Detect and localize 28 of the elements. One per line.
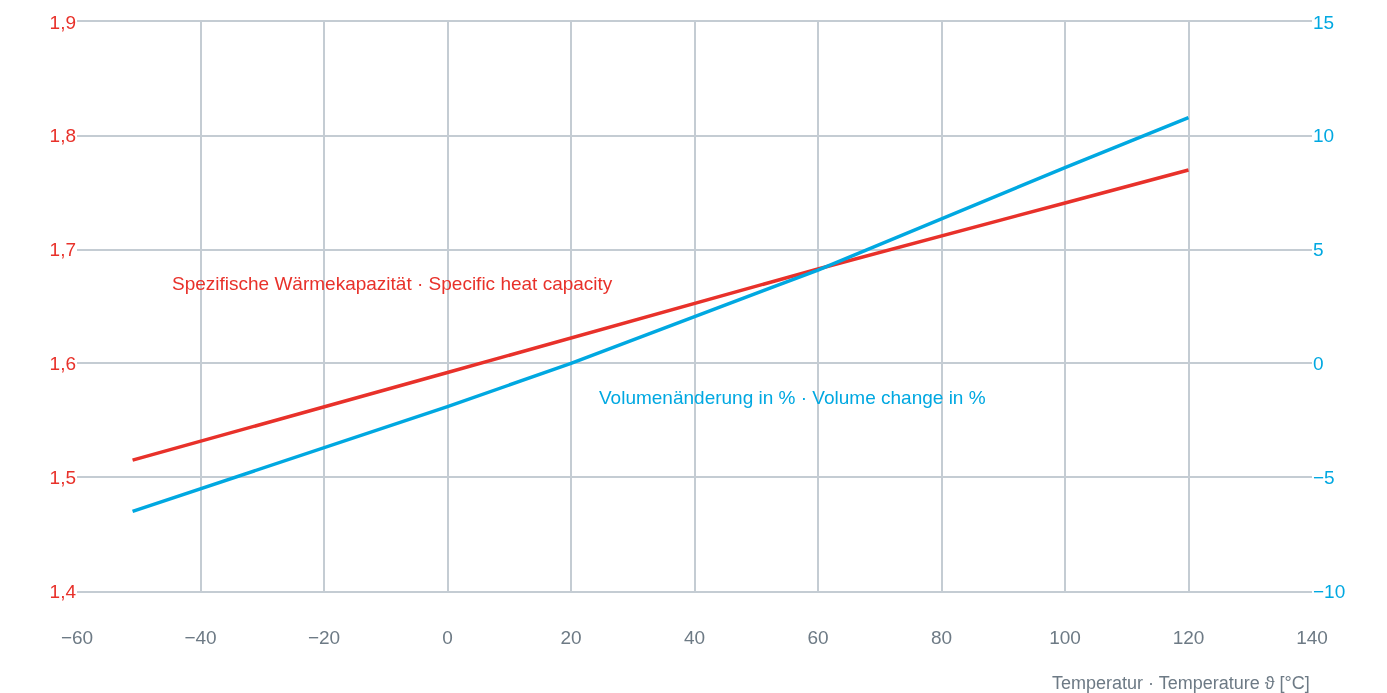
x-tick-label: 0 bbox=[442, 626, 453, 648]
y2-tick-label: 10 bbox=[1313, 125, 1335, 147]
line-series bbox=[130, 168, 1191, 462]
x-tick-label: 80 bbox=[930, 626, 953, 648]
x-tick-label: 100 bbox=[1049, 626, 1081, 648]
x-tick-label: 20 bbox=[560, 626, 582, 648]
line-series bbox=[130, 115, 1191, 514]
y2-tick-label: 15 bbox=[1313, 11, 1335, 33]
y-tick-label: 1,5 bbox=[49, 466, 76, 488]
y2-tick-label: −5 bbox=[1313, 466, 1335, 488]
x-tick-label: 140 bbox=[1296, 626, 1328, 648]
x-tick-label: 60 bbox=[807, 626, 829, 648]
x-tick-label: −60 bbox=[60, 626, 94, 648]
y2-tick-label: 0 bbox=[1313, 353, 1324, 375]
y-tick-label: 1,9 bbox=[49, 11, 76, 33]
x-tick-label: 120 bbox=[1172, 626, 1205, 648]
series-label: Volumenänderung in % · Volume change in % bbox=[599, 387, 986, 408]
y-tick-label: 1,7 bbox=[49, 239, 76, 261]
x-tick-label: −40 bbox=[184, 626, 217, 648]
y2-tick-label: 5 bbox=[1313, 239, 1324, 261]
x-axis-title: Temperatur · Temperature ϑ [°C] bbox=[1052, 673, 1310, 693]
y-tick-label: 1,8 bbox=[49, 125, 76, 147]
y-tick-label: 1,6 bbox=[49, 353, 76, 375]
y-tick-label: 1,4 bbox=[49, 580, 77, 602]
series-label: Spezifische Wärmekapazität · Specific heat capacity bbox=[172, 273, 613, 294]
x-tick-label: 40 bbox=[683, 626, 706, 648]
y2-tick-label: −10 bbox=[1313, 580, 1346, 602]
x-tick-label: −20 bbox=[307, 626, 341, 648]
